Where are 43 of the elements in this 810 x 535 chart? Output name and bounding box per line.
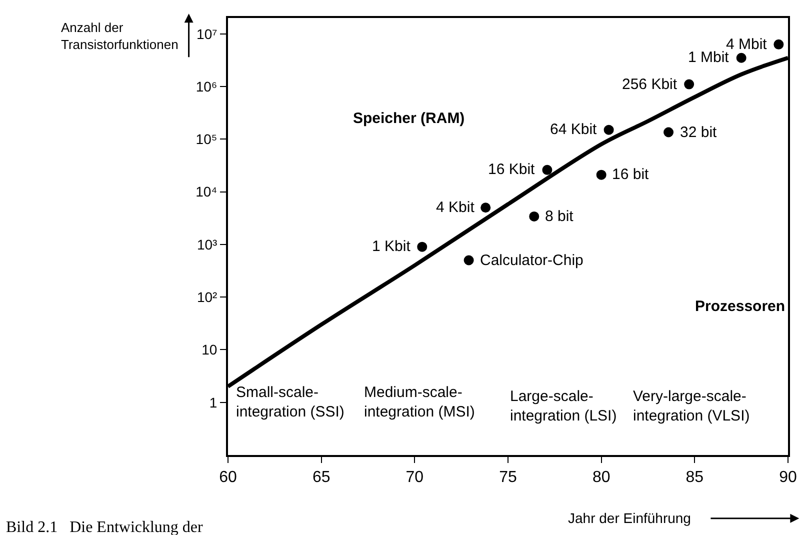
point	[736, 52, 746, 63]
y-tick-label: 1	[209, 394, 218, 410]
y-axis-title: Anzahl der Transistorfunktionen	[61, 20, 178, 52]
annotation: 8 bit	[545, 208, 574, 225]
x-tick-label: 90	[779, 469, 797, 486]
point	[464, 255, 474, 266]
y-tick-label: 10²	[196, 288, 218, 305]
annotation: 1 Kbit	[372, 238, 412, 255]
x-tick-label: 85	[686, 469, 704, 486]
point	[417, 242, 428, 252]
x-tick-label: 70	[406, 469, 424, 486]
x-tick-label: 75	[499, 469, 517, 486]
annotation: 256 Kbit	[622, 76, 678, 93]
x-tick-label: 80	[592, 469, 610, 486]
annotation: 32 bit	[680, 124, 718, 141]
annotation: Speicher (RAM)	[353, 110, 465, 127]
point	[664, 127, 674, 138]
point	[529, 211, 540, 222]
annotation: 16 bit	[612, 166, 650, 183]
y-tick-label: 10⁵	[196, 131, 218, 148]
y-tick-label: 10	[202, 342, 218, 358]
y-tick-label: 10⁷	[196, 26, 218, 42]
annotation: 16 Kbit	[488, 161, 536, 178]
y-tick-label: 10⁴	[196, 184, 218, 200]
annotation: Very-large-scale- integration (VLSI)	[633, 388, 750, 424]
point	[480, 202, 491, 213]
point	[604, 124, 614, 135]
point	[684, 79, 694, 90]
point	[774, 39, 784, 50]
y-tick-label: 10³	[196, 236, 218, 252]
y-tick-label: 10⁶	[196, 78, 218, 94]
annotation: Small-scale- integration (SSI)	[236, 384, 344, 420]
annotation: 4 Kbit	[436, 199, 476, 216]
annotation: Calculator-Chip	[480, 252, 584, 269]
annotation: Prozessoren	[695, 298, 786, 315]
point	[542, 164, 552, 175]
annotation: Medium-scale- integration (MSI)	[364, 384, 475, 420]
x-tick-label: 60	[219, 469, 237, 486]
annotation: Large-scale- integration (LSI)	[510, 388, 617, 424]
x-tick-label: 65	[312, 469, 330, 486]
annotation: 64 Kbit	[550, 121, 598, 138]
x-axis-title: Jahr der Einführung	[568, 510, 691, 526]
point	[596, 170, 606, 180]
